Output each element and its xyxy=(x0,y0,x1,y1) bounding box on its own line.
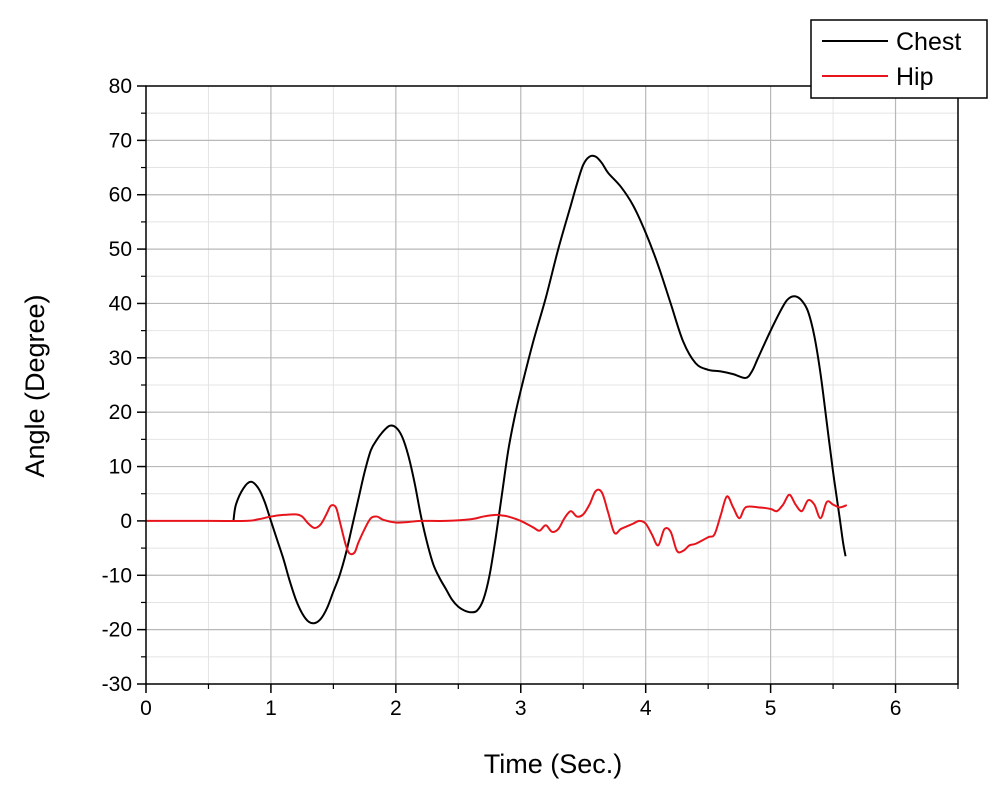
x-tick-label: 2 xyxy=(390,697,402,720)
y-tick-label: -20 xyxy=(102,619,132,642)
x-axis-title: Time (Sec.) xyxy=(484,749,623,779)
x-tick-label: 6 xyxy=(890,697,902,720)
x-tick-label: 1 xyxy=(265,697,277,720)
x-tick-label: 0 xyxy=(140,697,152,720)
y-tick-label: 10 xyxy=(109,456,132,479)
series-line-chest xyxy=(232,154,847,625)
y-tick-label: -30 xyxy=(102,673,132,696)
series-line-hip xyxy=(146,488,848,556)
series-layer xyxy=(146,154,848,625)
y-tick-label: 70 xyxy=(109,129,132,152)
y-tick-label: 20 xyxy=(109,401,132,424)
y-tick-label: 40 xyxy=(109,292,132,315)
legend-label-hip: Hip xyxy=(896,63,934,91)
legend-box xyxy=(810,19,988,99)
x-tick-label: 3 xyxy=(515,697,527,720)
y-tick-label: 80 xyxy=(109,75,132,98)
y-tick-label: -10 xyxy=(102,564,132,587)
y-tick-label: 30 xyxy=(109,347,132,370)
x-tick-label: 4 xyxy=(640,697,652,720)
legend-label-chest: Chest xyxy=(896,28,961,56)
x-tick-label: 5 xyxy=(765,697,777,720)
y-axis-title: Angle (Degree) xyxy=(20,294,50,477)
plot-area-frame xyxy=(145,85,959,685)
y-tick-label: 0 xyxy=(120,510,132,533)
grid xyxy=(146,86,958,684)
axis-ticks: 0 1 2 3 4 5 6 -30 -20 -10 0 10 20 30 40 50 60 70 80 xyxy=(102,75,959,720)
legend: Chest Hip xyxy=(810,19,988,99)
y-tick-label: 50 xyxy=(109,238,132,261)
y-tick-label: 60 xyxy=(109,184,132,207)
